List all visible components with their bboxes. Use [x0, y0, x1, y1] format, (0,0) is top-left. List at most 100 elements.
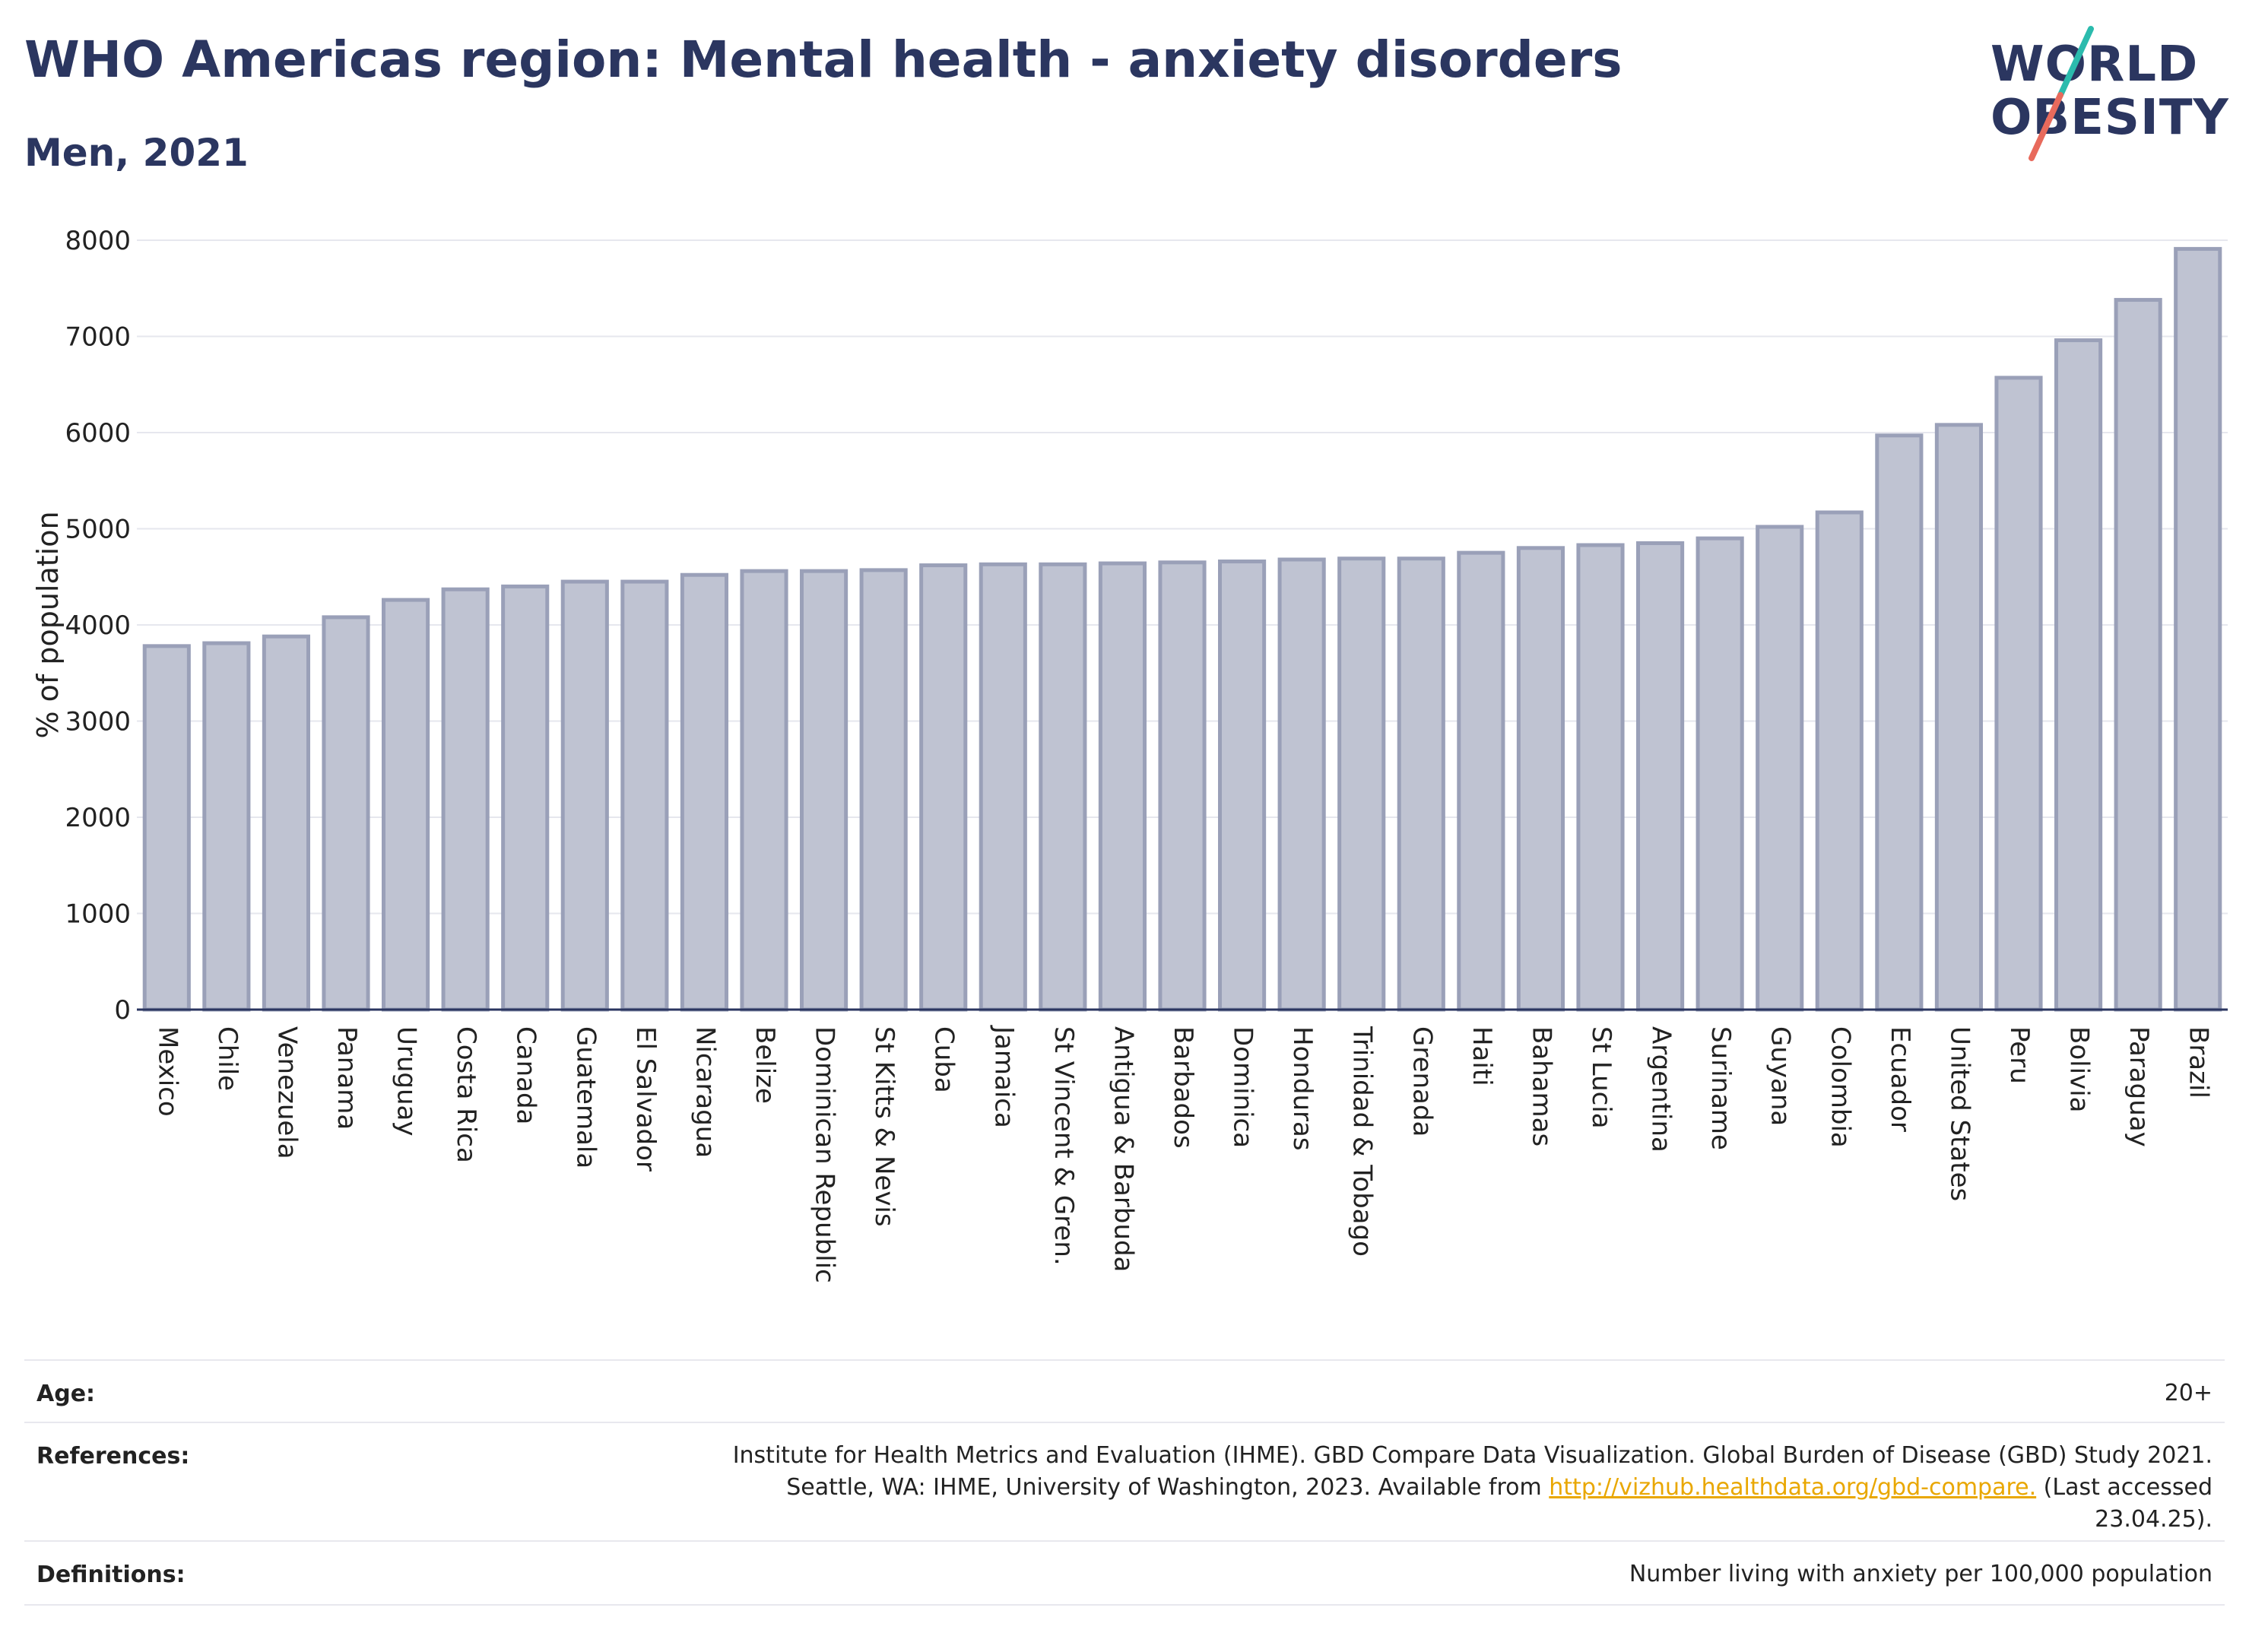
x-tick-label: Guyana	[1765, 1026, 1796, 1126]
references-line-2-post: (Last accessed	[2036, 1474, 2213, 1501]
y-tick-label: 6000	[65, 418, 131, 449]
bar	[1039, 562, 1087, 1012]
chart-subtitle: Men, 2021	[24, 131, 249, 175]
x-tick-label: Costa Rica	[451, 1026, 481, 1163]
y-tick-label: 7000	[65, 322, 131, 353]
bar	[979, 562, 1027, 1012]
x-tick-label: Bolivia	[2064, 1026, 2095, 1112]
logo-line-2: OBESITY	[1990, 90, 2229, 146]
world-obesity-logo: WORLD OBESITY	[1977, 23, 2235, 167]
x-tick-label: Dominican Republic	[810, 1026, 840, 1283]
bar	[2174, 246, 2222, 1012]
x-tick-label: Panama	[331, 1026, 362, 1130]
bar	[620, 579, 669, 1012]
bar	[441, 587, 490, 1012]
x-tick-label: Peru	[2004, 1026, 2035, 1084]
bar	[1695, 536, 1744, 1012]
footer-row-definitions: Definitions: Number living with anxiety …	[24, 1540, 2225, 1606]
x-tick-label: Suriname	[1705, 1026, 1736, 1150]
chart-footer: Age: 20+ References: Institute for Healt…	[24, 1359, 2225, 1618]
footer-row-references: References: Institute for Health Metrics…	[24, 1422, 2225, 1542]
y-tick-label: 1000	[65, 899, 131, 930]
bar	[322, 615, 370, 1012]
age-value: 20+	[2164, 1380, 2213, 1406]
definitions-label: Definitions:	[36, 1562, 186, 1588]
bar	[1158, 560, 1207, 1012]
x-tick-label: Grenada	[1407, 1026, 1437, 1137]
x-tick-label: Chile	[212, 1026, 243, 1091]
x-tick-label: Canada	[511, 1026, 541, 1124]
bar	[1277, 557, 1326, 1012]
definitions-value: Number living with anxiety per 100,000 p…	[1629, 1561, 2213, 1587]
x-tick-label: Haiti	[1467, 1026, 1497, 1086]
y-tick-label: 3000	[65, 707, 131, 737]
bar	[1875, 433, 1924, 1012]
x-tick-label: Colombia	[1825, 1026, 1855, 1148]
bar	[740, 569, 788, 1012]
bar	[1994, 376, 2043, 1012]
references-line-2-pre: Seattle, WA: IHME, University of Washing…	[786, 1474, 1550, 1501]
x-tick-label: Honduras	[1287, 1026, 1318, 1151]
y-tick-label: 2000	[65, 803, 131, 833]
references-link[interactable]: http://vizhub.healthdata.org/gbd-compare…	[1549, 1474, 2037, 1501]
x-tick-label: Trinidad & Tobago	[1347, 1026, 1378, 1257]
x-tick-label: Uruguay	[392, 1026, 422, 1137]
y-axis-label: % of population	[31, 511, 65, 738]
bar	[501, 584, 550, 1012]
x-tick-label: St Kitts & Nevis	[869, 1026, 899, 1227]
x-tick-label: Argentina	[1646, 1026, 1676, 1153]
x-tick-label: St Lucia	[1586, 1026, 1616, 1129]
logo-slash-icon	[2029, 26, 2094, 161]
bar	[1337, 556, 1386, 1012]
bar	[560, 579, 609, 1012]
references-text: Institute for Health Metrics and Evaluat…	[733, 1440, 2213, 1536]
x-tick-label: Guatemala	[570, 1026, 601, 1168]
x-tick-label: Barbados	[1168, 1026, 1198, 1149]
bar	[262, 634, 311, 1012]
bar	[919, 563, 968, 1012]
references-line-2: Seattle, WA: IHME, University of Washing…	[733, 1472, 2213, 1504]
y-tick-label: 0	[114, 995, 131, 1026]
x-tick-label: United States	[1944, 1026, 1975, 1201]
x-tick-label: St Vincent & Gren.	[1048, 1026, 1079, 1266]
references-label: References:	[36, 1443, 190, 1470]
bar	[142, 644, 191, 1012]
bar	[680, 572, 728, 1012]
x-tick-label: El Salvador	[630, 1026, 661, 1172]
x-tick-label: Brazil	[2184, 1026, 2214, 1099]
footer-row-age: Age: 20+	[24, 1359, 2225, 1423]
bar	[1815, 510, 1864, 1012]
x-tick-label: Venezuela	[271, 1026, 302, 1159]
bar	[1636, 541, 1685, 1012]
x-tick-label: Nicaragua	[690, 1026, 720, 1158]
x-tick-label: Antigua & Barbuda	[1108, 1026, 1138, 1272]
bar	[1218, 560, 1267, 1012]
bar	[202, 641, 251, 1012]
x-tick-label: Belize	[750, 1026, 780, 1104]
age-label: Age:	[36, 1381, 96, 1407]
references-line-1: Institute for Health Metrics and Evaluat…	[732, 1442, 2213, 1469]
x-tick-label: Mexico	[152, 1026, 182, 1117]
x-tick-label: Bahamas	[1526, 1026, 1556, 1146]
bar-chart: 0 1000 2000 3000 4000 5000 6000 7000 8000 Mexico C…	[31, 226, 2228, 1283]
bar	[1756, 525, 1804, 1012]
y-tick-label: 4000	[65, 610, 131, 641]
x-tick-label: Paraguay	[2124, 1026, 2154, 1147]
bar	[800, 569, 849, 1012]
bar	[1457, 550, 1505, 1012]
references-line-3: 23.04.25).	[2095, 1506, 2213, 1533]
bar	[1934, 423, 1984, 1012]
y-tick-label: 8000	[65, 226, 131, 256]
x-tick-label: Ecuador	[1885, 1026, 1915, 1132]
x-tick-label: Cuba	[929, 1026, 960, 1093]
bar	[859, 568, 908, 1012]
bar	[1098, 561, 1147, 1012]
bar	[2054, 338, 2103, 1012]
y-tick-label: 5000	[65, 515, 131, 545]
bar	[2114, 297, 2162, 1012]
bar	[1576, 543, 1625, 1012]
bar	[1516, 546, 1565, 1012]
logo-line-1: WORLD	[1990, 36, 2199, 93]
x-tick-label: Jamaica	[988, 1025, 1019, 1128]
bar	[382, 598, 430, 1012]
